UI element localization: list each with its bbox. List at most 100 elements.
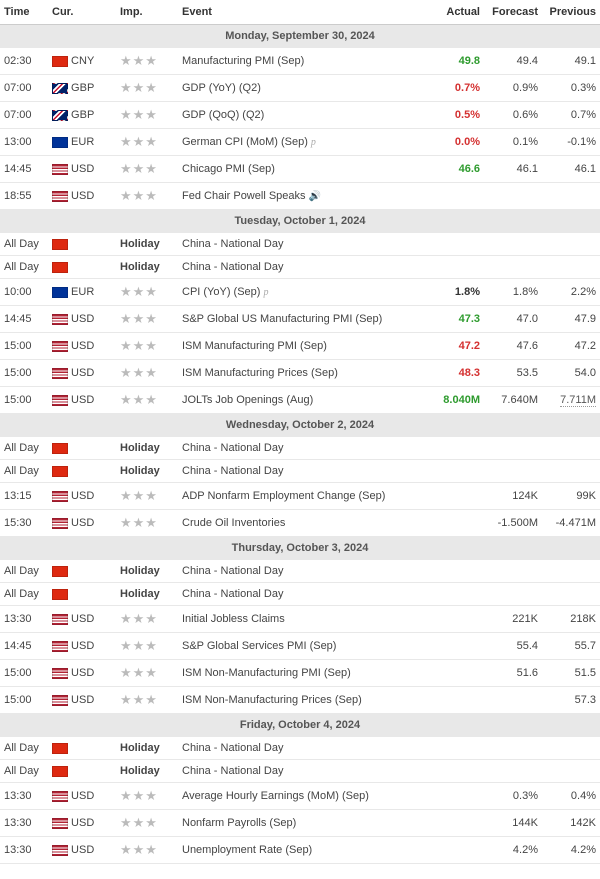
cell-previous xyxy=(542,437,600,460)
event-row[interactable]: All DayHolidayChina - National Day xyxy=(0,437,600,460)
event-row[interactable]: 07:00 GBP★★★GDP (YoY) (Q2)0.7%0.9%0.3% xyxy=(0,75,600,102)
star-icon: ★★★ xyxy=(120,53,158,68)
currency-code: CNY xyxy=(68,55,94,67)
cell-actual: 48.3 xyxy=(426,360,484,387)
star-icon: ★★★ xyxy=(120,338,158,353)
col-forecast[interactable]: Forecast xyxy=(484,0,542,25)
event-row[interactable]: 15:00 USD★★★JOLTs Job Openings (Aug)8.04… xyxy=(0,387,600,414)
col-actual[interactable]: Actual xyxy=(426,0,484,25)
day-header-row: Monday, September 30, 2024 xyxy=(0,25,600,48)
event-row[interactable]: 15:00 USD★★★ISM Manufacturing PMI (Sep)4… xyxy=(0,333,600,360)
cell-time: 13:30 xyxy=(0,810,48,837)
col-event[interactable]: Event xyxy=(178,0,426,25)
cell-currency: CNY xyxy=(48,48,116,75)
flag-cn-icon xyxy=(52,466,68,477)
currency-code: USD xyxy=(68,640,94,652)
cell-currency: USD xyxy=(48,810,116,837)
cell-actual: 46.6 xyxy=(426,156,484,183)
cell-currency xyxy=(48,437,116,460)
day-header-row: Thursday, October 3, 2024 xyxy=(0,537,600,560)
cell-event: ISM Non-Manufacturing PMI (Sep) xyxy=(178,660,426,687)
event-row[interactable]: All DayHolidayChina - National Day xyxy=(0,460,600,483)
cell-time: All Day xyxy=(0,583,48,606)
cell-event: China - National Day xyxy=(178,437,426,460)
cell-importance: ★★★ xyxy=(116,48,178,75)
day-header-label: Friday, October 4, 2024 xyxy=(0,714,600,737)
cell-forecast xyxy=(484,737,542,760)
cell-previous: 7.711M xyxy=(542,387,600,414)
event-row[interactable]: 13:30 USD★★★Initial Jobless Claims221K21… xyxy=(0,606,600,633)
flag-cn-icon xyxy=(52,566,68,577)
currency-code: USD xyxy=(68,517,94,529)
event-row[interactable]: 14:45 USD★★★S&P Global US Manufacturing … xyxy=(0,306,600,333)
cell-importance: ★★★ xyxy=(116,306,178,333)
cell-actual xyxy=(426,183,484,210)
cell-importance: Holiday xyxy=(116,560,178,583)
cell-actual: 49.8 xyxy=(426,48,484,75)
event-row[interactable]: 13:30 USD★★★Unemployment Rate (Sep)4.2%4… xyxy=(0,837,600,864)
cell-actual xyxy=(426,583,484,606)
event-row[interactable]: 10:00 EUR★★★CPI (YoY) (Sep)p1.8%1.8%2.2% xyxy=(0,279,600,306)
cell-importance: Holiday xyxy=(116,233,178,256)
col-imp[interactable]: Imp. xyxy=(116,0,178,25)
cell-forecast: 46.1 xyxy=(484,156,542,183)
event-row[interactable]: 15:00 USD★★★ISM Manufacturing Prices (Se… xyxy=(0,360,600,387)
event-row[interactable]: 15:00 USD★★★ISM Non-Manufacturing PMI (S… xyxy=(0,660,600,687)
event-row[interactable]: 14:45 USD★★★S&P Global Services PMI (Sep… xyxy=(0,633,600,660)
cell-previous: -0.1% xyxy=(542,129,600,156)
event-name: Initial Jobless Claims xyxy=(182,613,285,625)
cell-actual xyxy=(426,783,484,810)
event-row[interactable]: 18:55 USD★★★Fed Chair Powell Speaks🔊 xyxy=(0,183,600,210)
col-cur[interactable]: Cur. xyxy=(48,0,116,25)
flag-usd-icon xyxy=(52,314,68,325)
flag-usd-icon xyxy=(52,845,68,856)
col-previous[interactable]: Previous xyxy=(542,0,600,25)
cell-currency xyxy=(48,460,116,483)
cell-forecast: 221K xyxy=(484,606,542,633)
event-row[interactable]: 02:30 CNY★★★Manufacturing PMI (Sep)49.84… xyxy=(0,48,600,75)
cell-importance: ★★★ xyxy=(116,660,178,687)
event-row[interactable]: 14:45 USD★★★Chicago PMI (Sep)46.646.146.… xyxy=(0,156,600,183)
event-row[interactable]: 15:00 USD★★★ISM Non-Manufacturing Prices… xyxy=(0,687,600,714)
currency-code: USD xyxy=(68,394,94,406)
cell-time: 07:00 xyxy=(0,75,48,102)
currency-code: USD xyxy=(68,340,94,352)
cell-event: China - National Day xyxy=(178,560,426,583)
cell-importance: Holiday xyxy=(116,583,178,606)
event-row[interactable]: All DayHolidayChina - National Day xyxy=(0,256,600,279)
cell-importance: ★★★ xyxy=(116,279,178,306)
event-name: Nonfarm Payrolls (Sep) xyxy=(182,817,296,829)
cell-currency: USD xyxy=(48,333,116,360)
cell-forecast: 0.9% xyxy=(484,75,542,102)
cell-time: 15:30 xyxy=(0,510,48,537)
event-row[interactable]: All DayHolidayChina - National Day xyxy=(0,737,600,760)
event-row[interactable]: 15:30 USD★★★Crude Oil Inventories-1.500M… xyxy=(0,510,600,537)
cell-time: All Day xyxy=(0,760,48,783)
event-row[interactable]: All DayHolidayChina - National Day xyxy=(0,233,600,256)
cell-currency: USD xyxy=(48,606,116,633)
cell-actual xyxy=(426,460,484,483)
cell-actual: 0.7% xyxy=(426,75,484,102)
event-row[interactable]: All DayHolidayChina - National Day xyxy=(0,760,600,783)
event-row[interactable]: All DayHolidayChina - National Day xyxy=(0,560,600,583)
cell-event: Unemployment Rate (Sep) xyxy=(178,837,426,864)
cell-actual xyxy=(426,437,484,460)
cell-previous xyxy=(542,183,600,210)
cell-time: All Day xyxy=(0,233,48,256)
event-row[interactable]: 13:30 USD★★★Average Hourly Earnings (MoM… xyxy=(0,783,600,810)
event-row[interactable]: 13:15 USD★★★ADP Nonfarm Employment Chang… xyxy=(0,483,600,510)
event-name: Manufacturing PMI (Sep) xyxy=(182,55,304,67)
cell-actual xyxy=(426,737,484,760)
event-name: Unemployment Rate (Sep) xyxy=(182,844,312,856)
event-row[interactable]: 13:00 EUR★★★German CPI (MoM) (Sep)p0.0%0… xyxy=(0,129,600,156)
star-icon: ★★★ xyxy=(120,311,158,326)
event-row[interactable]: 13:30 USD★★★Nonfarm Payrolls (Sep)144K14… xyxy=(0,810,600,837)
event-row[interactable]: 07:00 GBP★★★GDP (QoQ) (Q2)0.5%0.6%0.7% xyxy=(0,102,600,129)
col-time[interactable]: Time xyxy=(0,0,48,25)
event-name: China - National Day xyxy=(182,465,284,477)
flag-usd-icon xyxy=(52,614,68,625)
cell-forecast: 4.2% xyxy=(484,837,542,864)
cell-importance: ★★★ xyxy=(116,810,178,837)
event-row[interactable]: All DayHolidayChina - National Day xyxy=(0,583,600,606)
revised-previous-link[interactable]: 7.711M xyxy=(560,394,596,407)
